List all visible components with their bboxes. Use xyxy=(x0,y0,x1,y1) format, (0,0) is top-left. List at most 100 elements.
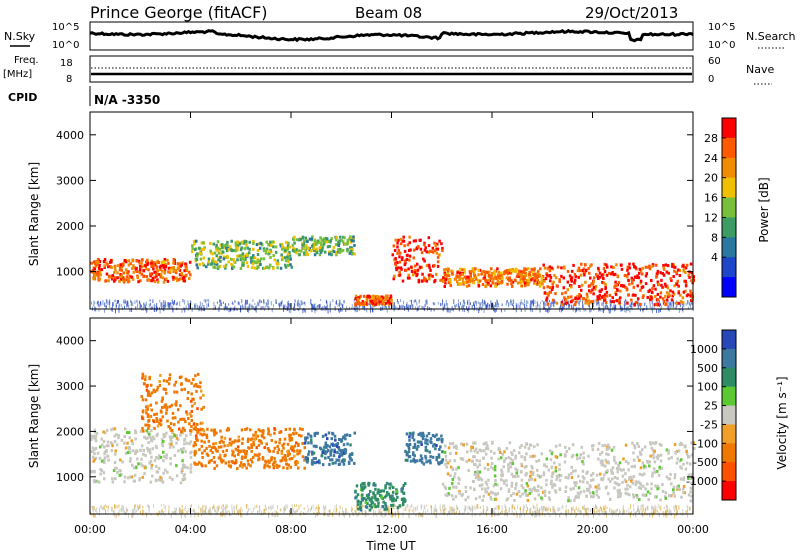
data-cell xyxy=(509,271,513,275)
data-cell xyxy=(220,460,224,464)
scatter-pixel xyxy=(595,510,597,513)
scatter-pixel xyxy=(492,508,494,512)
data-cell xyxy=(95,260,99,264)
data-cell xyxy=(603,262,607,266)
data-cell xyxy=(114,449,117,453)
scatter-pixel xyxy=(334,505,336,508)
data-cell xyxy=(581,469,585,473)
scatter-pixel xyxy=(460,305,462,309)
data-cell xyxy=(291,243,295,247)
data-cell xyxy=(650,297,654,301)
data-cell xyxy=(476,279,480,283)
data-cell xyxy=(406,276,410,280)
scatter-pixel xyxy=(582,300,584,306)
data-cell xyxy=(147,419,150,423)
data-cell xyxy=(266,447,270,451)
data-cell xyxy=(346,247,349,251)
data-cell xyxy=(684,289,687,293)
scatter-pixel xyxy=(360,510,362,514)
data-cell xyxy=(189,455,193,459)
data-cell xyxy=(505,479,508,483)
scatter-pixel xyxy=(439,504,441,510)
data-cell xyxy=(196,407,199,411)
data-cell xyxy=(248,240,252,244)
data-cell xyxy=(455,274,458,278)
data-cell xyxy=(437,455,441,459)
data-cell xyxy=(182,447,185,451)
scatter-pixel xyxy=(549,513,551,518)
data-cell xyxy=(207,262,210,266)
data-cell xyxy=(493,273,497,277)
data-cell xyxy=(205,436,209,440)
data-cell xyxy=(105,444,109,448)
data-cell xyxy=(511,452,514,456)
data-cell xyxy=(413,268,417,272)
data-cell xyxy=(156,278,159,282)
data-cell xyxy=(183,442,186,446)
data-cell xyxy=(408,254,412,258)
scatter-pixel xyxy=(258,510,260,513)
data-cell xyxy=(342,451,346,455)
data-cell xyxy=(653,295,657,299)
data-cell xyxy=(254,430,257,434)
scatter-pixel xyxy=(670,510,672,514)
data-cell xyxy=(412,256,416,260)
data-cell xyxy=(301,427,304,431)
data-cell xyxy=(117,436,120,440)
data-cell xyxy=(566,288,570,292)
scatter-pixel xyxy=(411,509,413,512)
data-cell xyxy=(439,278,442,282)
data-cell xyxy=(226,246,229,250)
scatter-pixel xyxy=(601,510,603,513)
scatter-pixel xyxy=(256,301,258,306)
scatter-pixel xyxy=(103,505,105,510)
data-cell xyxy=(582,456,586,460)
scatter-pixel xyxy=(545,509,547,512)
scatter-pixel xyxy=(201,302,203,307)
scatter-pixel xyxy=(237,301,239,305)
data-cell xyxy=(516,281,520,285)
data-cell xyxy=(222,264,226,268)
scatter-pixel xyxy=(603,508,605,513)
scatter-pixel xyxy=(126,300,128,303)
data-cell xyxy=(613,272,617,276)
data-cell xyxy=(250,460,254,464)
data-cell xyxy=(334,438,337,442)
scatter-pixel xyxy=(440,302,442,306)
scatter-pixel xyxy=(329,301,331,306)
data-cell xyxy=(673,494,677,498)
data-cell xyxy=(662,273,666,277)
data-cell xyxy=(689,486,693,490)
data-cell xyxy=(172,257,176,261)
data-cell xyxy=(175,390,179,394)
data-cell xyxy=(551,298,555,302)
scatter-pixel xyxy=(259,509,261,514)
data-cell xyxy=(374,302,377,306)
data-cell xyxy=(107,264,110,268)
data-cell xyxy=(127,476,130,480)
data-cell xyxy=(180,470,183,474)
scatter-pixel xyxy=(256,305,258,310)
scatter-pixel xyxy=(430,504,432,508)
data-cell xyxy=(179,481,183,485)
data-cell xyxy=(457,275,460,279)
data-cell xyxy=(166,405,169,409)
scatter-pixel xyxy=(442,505,444,509)
data-cell xyxy=(251,247,255,251)
data-cell xyxy=(655,263,658,267)
data-cell xyxy=(656,269,660,273)
data-cell xyxy=(288,438,292,442)
scatter-pixel xyxy=(543,302,545,306)
data-cell xyxy=(622,284,626,288)
data-cell xyxy=(211,259,214,263)
scatter-pixel xyxy=(388,303,390,309)
scatter-pixel xyxy=(314,303,316,308)
data-cell xyxy=(144,423,147,427)
scatter-pixel xyxy=(498,504,500,510)
scatter-pixel xyxy=(535,305,537,311)
noise-right-label: N.Search xyxy=(746,30,796,43)
data-cell xyxy=(382,500,385,504)
data-cell xyxy=(495,276,498,280)
scatter-pixel xyxy=(571,304,573,310)
data-cell xyxy=(133,479,136,483)
